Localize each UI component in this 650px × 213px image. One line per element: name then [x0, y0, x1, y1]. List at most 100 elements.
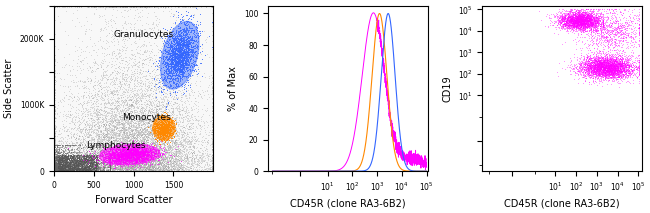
Point	[172, 62, 182, 65]
Point	[73, 164, 84, 167]
Point	[620, 74, 630, 77]
Point	[163, 87, 174, 91]
Point	[603, 72, 613, 76]
Point	[60, 159, 71, 163]
Point	[141, 154, 151, 157]
Point	[65, 166, 75, 170]
Point	[93, 155, 103, 159]
Point	[557, 13, 567, 16]
Point	[73, 161, 84, 164]
Point	[572, 59, 582, 62]
Point	[632, 66, 642, 69]
Point	[122, 160, 133, 163]
Point	[170, 56, 181, 59]
Point	[51, 155, 61, 159]
Point	[124, 152, 134, 155]
Point	[51, 159, 61, 162]
Point	[139, 125, 150, 128]
Point	[583, 22, 593, 25]
Point	[584, 73, 595, 77]
Point	[128, 139, 138, 143]
Point	[115, 152, 125, 155]
Point	[52, 162, 62, 165]
Point	[617, 59, 627, 63]
Point	[124, 166, 134, 169]
Point	[107, 119, 118, 123]
Point	[103, 159, 114, 162]
Point	[49, 107, 60, 111]
Point	[604, 74, 614, 77]
Point	[184, 152, 194, 156]
Point	[94, 138, 104, 141]
Point	[98, 102, 109, 106]
Point	[606, 60, 616, 63]
Point	[88, 63, 99, 67]
Point	[620, 65, 630, 69]
Point	[173, 163, 183, 166]
Point	[110, 151, 120, 154]
Point	[582, 57, 592, 60]
Point	[592, 18, 602, 22]
Point	[118, 163, 128, 166]
Point	[559, 9, 569, 13]
Point	[110, 132, 120, 135]
Point	[55, 146, 66, 149]
Point	[555, 23, 566, 26]
Point	[573, 9, 583, 13]
Point	[621, 62, 631, 65]
Point	[138, 158, 148, 162]
Point	[595, 64, 605, 67]
Point	[161, 83, 172, 86]
Point	[176, 38, 187, 42]
Point	[595, 61, 606, 65]
Point	[96, 129, 106, 132]
Point	[77, 95, 88, 99]
Point	[57, 97, 68, 101]
Point	[122, 150, 132, 153]
Point	[582, 12, 592, 16]
Point	[612, 56, 622, 59]
Point	[101, 145, 111, 148]
Point	[139, 130, 150, 133]
Point	[605, 72, 616, 75]
Point	[160, 141, 170, 144]
Point	[98, 74, 109, 77]
Point	[74, 123, 85, 127]
Point	[575, 18, 585, 22]
Point	[574, 16, 584, 19]
Point	[606, 63, 616, 66]
Point	[148, 155, 158, 158]
Point	[120, 166, 130, 169]
Point	[604, 31, 615, 34]
Point	[107, 5, 117, 9]
Point	[76, 142, 86, 145]
Point	[109, 124, 120, 128]
Point	[162, 115, 173, 118]
Point	[152, 125, 162, 129]
Point	[142, 150, 153, 153]
Point	[105, 144, 116, 147]
Point	[83, 153, 94, 156]
Point	[120, 155, 130, 159]
Point	[83, 157, 94, 160]
Point	[58, 158, 69, 161]
Point	[162, 129, 173, 132]
Point	[145, 132, 155, 135]
Point	[597, 26, 608, 30]
Point	[616, 57, 626, 60]
Point	[130, 162, 140, 165]
Point	[600, 40, 610, 44]
Point	[66, 158, 77, 161]
Point	[135, 155, 145, 158]
Point	[139, 102, 150, 106]
Point	[169, 112, 179, 116]
Point	[88, 84, 99, 87]
Point	[105, 119, 115, 122]
Point	[177, 43, 187, 47]
Point	[590, 66, 600, 70]
Point	[51, 167, 61, 171]
Point	[632, 59, 642, 62]
Point	[99, 26, 109, 30]
Point	[126, 122, 136, 125]
Point	[126, 78, 136, 81]
